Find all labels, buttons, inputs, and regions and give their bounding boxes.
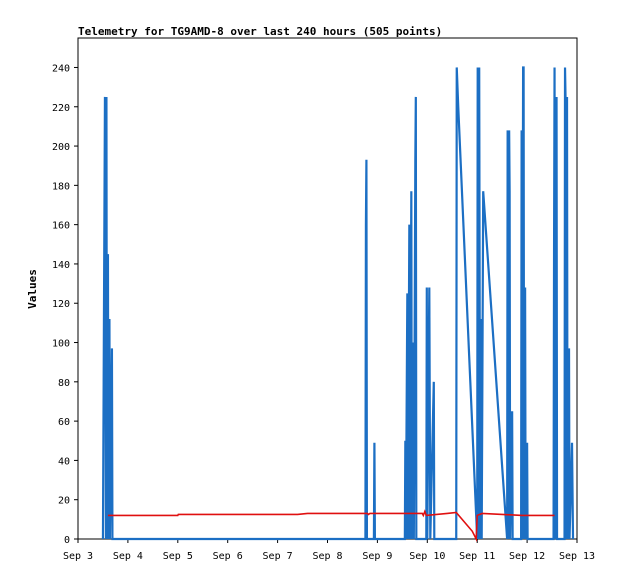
x-tick-label: Sep 13 <box>559 551 595 562</box>
chart-title: Telemetry for TG9AMD-8 over last 240 hou… <box>78 25 442 38</box>
y-tick-label: 160 <box>52 221 70 232</box>
y-axis-label: Values <box>26 269 39 309</box>
x-tick-label: Sep 12 <box>509 551 545 562</box>
x-axis: Sep 3 Sep 4 Sep 5 Sep 6 Sep 7 Sep 8 Sep 9 Sep 1… <box>63 539 595 562</box>
y-tick-label: 20 <box>58 496 70 507</box>
x-tick-label: Sep 4 <box>113 551 143 562</box>
x-tick-label: Sep 7 <box>263 551 293 562</box>
y-tick-label: 0 <box>64 535 70 546</box>
y-tick-label: 120 <box>52 299 70 310</box>
x-tick-label: Sep 3 <box>63 551 93 562</box>
y-tick-label: 240 <box>52 63 70 74</box>
series-layer <box>101 66 575 543</box>
series-line-2 <box>107 509 555 543</box>
y-tick-label: 60 <box>58 417 70 428</box>
y-axis: 0 20 40 60 80 100 120 140 160 180 200 220 240 <box>52 63 78 546</box>
x-tick-label: Sep 11 <box>459 551 495 562</box>
x-tick-label: Sep 8 <box>312 551 342 562</box>
series-line-1 <box>101 66 575 541</box>
y-tick-label: 140 <box>52 260 70 271</box>
y-tick-label: 200 <box>52 142 70 153</box>
y-tick-label: 220 <box>52 103 70 114</box>
y-tick-label: 100 <box>52 339 70 350</box>
y-tick-label: 40 <box>58 456 70 467</box>
x-tick-label: Sep 9 <box>362 551 392 562</box>
y-tick-label: 80 <box>58 378 70 389</box>
y-tick-label: 180 <box>52 181 70 192</box>
x-tick-label: Sep 5 <box>163 551 193 562</box>
x-tick-label: Sep 6 <box>213 551 243 562</box>
x-tick-label: Sep 10 <box>409 551 445 562</box>
